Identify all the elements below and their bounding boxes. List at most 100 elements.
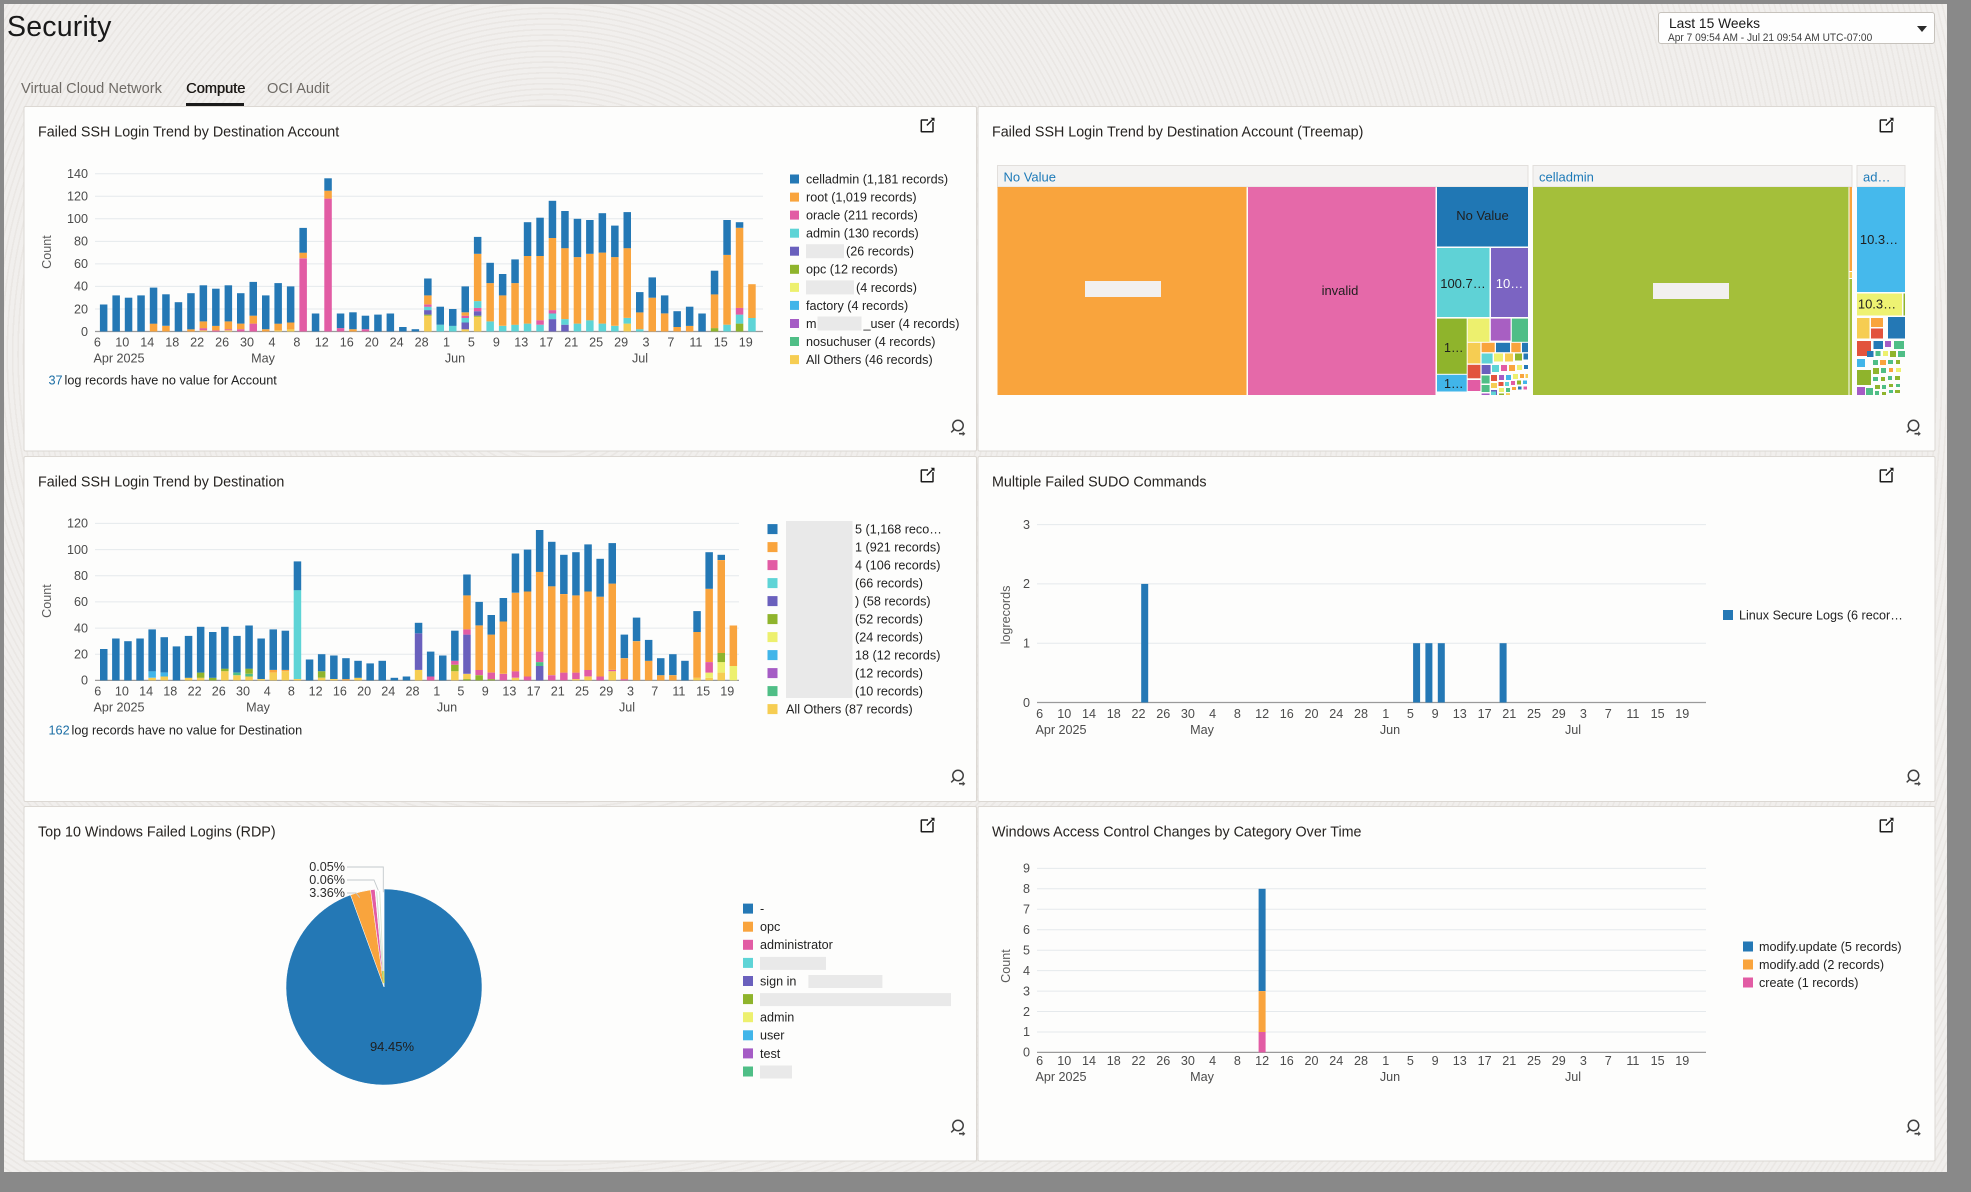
svg-text:test: test (760, 1047, 781, 1061)
svg-text:140: 140 (67, 167, 88, 181)
svg-text:0.05%: 0.05% (309, 860, 345, 874)
svg-text:All Others (87 records): All Others (87 records) (786, 703, 913, 717)
svg-text:modify.add (2 records): modify.add (2 records) (1759, 958, 1884, 972)
svg-text:create (1 records): create (1 records) (1759, 976, 1858, 990)
svg-text:5: 5 (457, 685, 464, 699)
svg-text:9: 9 (482, 685, 489, 699)
svg-text:26: 26 (215, 336, 229, 350)
svg-text:Jun: Jun (437, 701, 457, 715)
svg-text:7: 7 (651, 685, 658, 699)
svg-text:Failed SSH Login Trend by Dest: Failed SSH Login Trend by Destination (38, 475, 284, 491)
svg-text:9: 9 (493, 336, 500, 350)
svg-text:7: 7 (1023, 903, 1030, 917)
svg-text:7: 7 (1605, 707, 1612, 721)
svg-text:4: 4 (268, 336, 275, 350)
svg-text:10.3…: 10.3… (1858, 297, 1896, 312)
svg-text:factory (4 records): factory (4 records) (806, 299, 908, 313)
svg-text:ad…: ad… (1863, 170, 1890, 185)
svg-text:15: 15 (1651, 1054, 1665, 1068)
svg-text:94.45%: 94.45% (370, 1039, 415, 1054)
svg-text:nosuchuser (4 records): nosuchuser (4 records) (806, 335, 936, 349)
svg-text:1…: 1… (1444, 341, 1463, 355)
svg-text:celladmin (1,181 records): celladmin (1,181 records) (806, 172, 948, 186)
svg-text:18: 18 (163, 685, 177, 699)
svg-text:10: 10 (115, 336, 129, 350)
svg-text:administrator: administrator (760, 938, 833, 952)
svg-text:Jul: Jul (632, 352, 648, 366)
svg-text:(66 records): (66 records) (855, 577, 923, 591)
svg-text:11: 11 (1626, 707, 1639, 721)
svg-text:26: 26 (1156, 1054, 1170, 1068)
svg-text:0: 0 (81, 674, 88, 688)
svg-text:admin: admin (760, 1011, 794, 1025)
svg-text:Top 10 Windows Failed Logins (: Top 10 Windows Failed Logins (RDP) (38, 825, 276, 841)
svg-text:40: 40 (74, 621, 88, 635)
svg-text:1: 1 (443, 336, 450, 350)
svg-text:30: 30 (236, 685, 250, 699)
svg-text:(4 records): (4 records) (856, 281, 917, 295)
svg-text:120: 120 (67, 517, 88, 531)
svg-text:5: 5 (1407, 707, 1414, 721)
svg-text:0: 0 (1023, 696, 1030, 710)
svg-text:28: 28 (405, 685, 419, 699)
svg-text:162: 162 (49, 724, 70, 738)
svg-text:13: 13 (502, 685, 516, 699)
svg-text:16: 16 (1280, 1054, 1294, 1068)
svg-text:Jun: Jun (1380, 1070, 1400, 1084)
svg-text:20: 20 (365, 336, 379, 350)
svg-text:log records have no value for: log records have no value for Account (65, 374, 278, 388)
svg-text:25: 25 (1527, 707, 1541, 721)
svg-text:3: 3 (1580, 707, 1587, 721)
svg-text:May: May (1190, 1070, 1214, 1084)
svg-text:Linux Secure Logs (6 recor…: Linux Secure Logs (6 recor… (1739, 608, 1903, 622)
svg-text:30: 30 (1181, 707, 1195, 721)
svg-text:17: 17 (539, 336, 553, 350)
svg-text:12: 12 (309, 685, 323, 699)
svg-text:5 (1,168 reco…: 5 (1,168 reco… (855, 523, 942, 537)
svg-text:8: 8 (1234, 707, 1241, 721)
svg-text:21: 21 (1502, 707, 1516, 721)
svg-text:opc (12 records): opc (12 records) (806, 263, 898, 277)
svg-text:10: 10 (1057, 1054, 1071, 1068)
svg-text:root (1,019 records): root (1,019 records) (806, 191, 917, 205)
svg-text:oracle (211 records): oracle (211 records) (806, 209, 918, 223)
svg-text:1: 1 (1023, 1025, 1030, 1039)
svg-text:modify.update (5 records): modify.update (5 records) (1759, 940, 1902, 954)
svg-text:22: 22 (1131, 1054, 1145, 1068)
svg-text:30: 30 (1181, 1054, 1195, 1068)
svg-text:1 (921 records): 1 (921 records) (855, 541, 940, 555)
svg-text:29: 29 (599, 685, 613, 699)
svg-text:May: May (1190, 723, 1214, 737)
svg-text:11: 11 (672, 685, 685, 699)
svg-text:0: 0 (81, 325, 88, 339)
svg-text:21: 21 (551, 685, 565, 699)
svg-text:100: 100 (67, 543, 88, 557)
svg-text:13: 13 (1453, 1054, 1467, 1068)
svg-text:20: 20 (1304, 1054, 1318, 1068)
svg-text:1: 1 (1023, 637, 1030, 651)
svg-text:6: 6 (94, 336, 101, 350)
svg-text:16: 16 (333, 685, 347, 699)
svg-text:All Others (46 records): All Others (46 records) (806, 353, 933, 367)
svg-text:100: 100 (67, 212, 88, 226)
svg-text:1: 1 (1382, 707, 1389, 721)
svg-text:Jul: Jul (1565, 723, 1581, 737)
svg-text:26: 26 (212, 685, 226, 699)
svg-text:logrecords: logrecords (999, 586, 1013, 645)
svg-text:14: 14 (1082, 707, 1096, 721)
svg-text:17: 17 (527, 685, 541, 699)
svg-text:5: 5 (1407, 1054, 1414, 1068)
svg-text:4: 4 (1209, 707, 1216, 721)
svg-text:Jul: Jul (1565, 1070, 1581, 1084)
svg-text:6: 6 (1036, 1054, 1043, 1068)
svg-text:11: 11 (1626, 1054, 1639, 1068)
svg-text:18: 18 (165, 336, 179, 350)
svg-text:(12 records): (12 records) (855, 667, 923, 681)
svg-text:40: 40 (74, 280, 88, 294)
svg-text:30: 30 (240, 336, 254, 350)
svg-text:Multiple Failed SUDO Commands: Multiple Failed SUDO Commands (992, 475, 1207, 491)
svg-text:May: May (246, 701, 270, 715)
svg-text:29: 29 (1552, 707, 1566, 721)
svg-text:18: 18 (1107, 707, 1121, 721)
svg-text:Apr 2025: Apr 2025 (93, 352, 144, 366)
